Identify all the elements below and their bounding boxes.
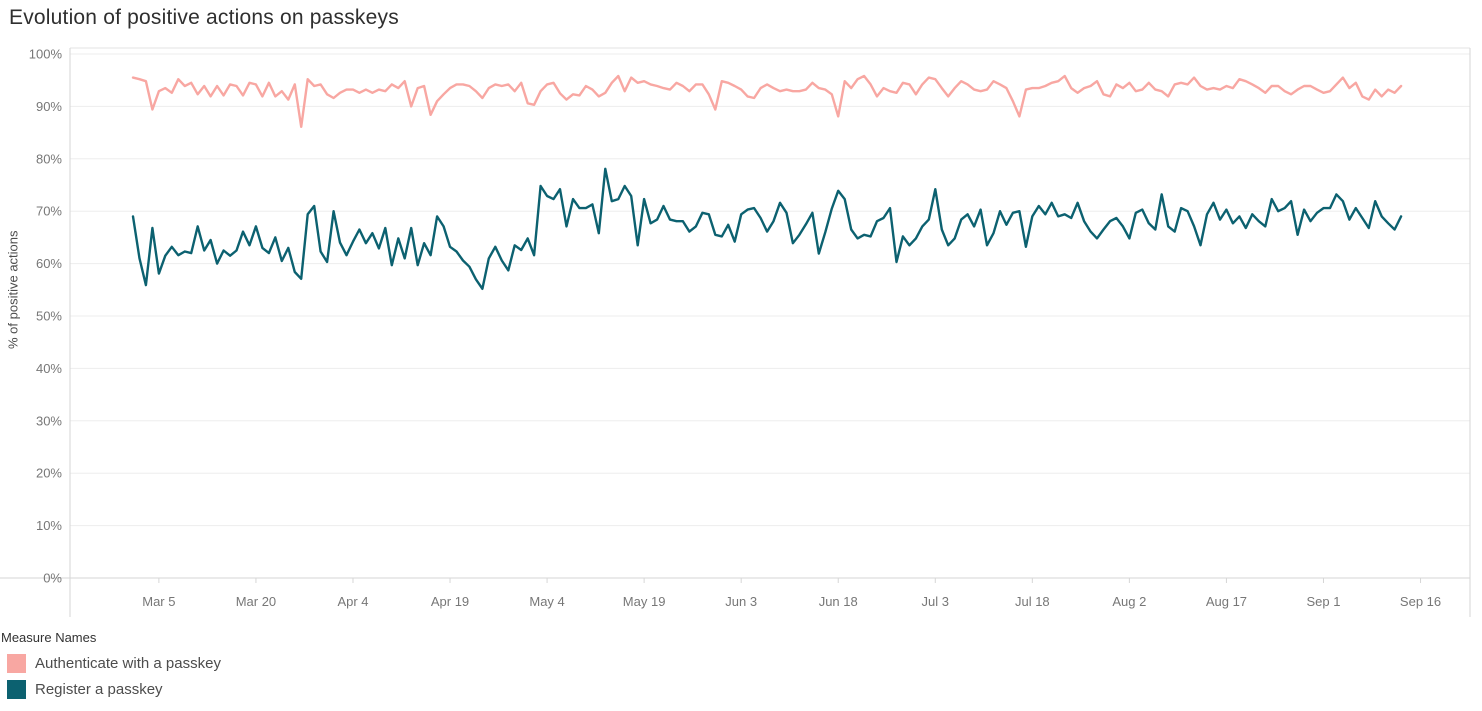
x-tick-label: Jul 3: [922, 594, 949, 609]
y-tick-label: 90%: [36, 99, 62, 114]
register-line[interactable]: [131, 167, 1403, 290]
x-tick-label: Jun 3: [725, 594, 757, 609]
x-tick-label: Sep 16: [1400, 594, 1441, 609]
y-tick-label: 30%: [36, 413, 62, 428]
y-tick-label: 80%: [36, 151, 62, 166]
chart-title: Evolution of positive actions on passkey…: [9, 6, 399, 29]
authenticate-line[interactable]: [131, 74, 1403, 129]
x-tick-label: Sep 1: [1306, 594, 1340, 609]
x-tick-label: Jul 18: [1015, 594, 1050, 609]
x-tick-label: Apr 19: [431, 594, 469, 609]
register-swatch: [7, 680, 26, 699]
x-tick-label: Aug 2: [1112, 594, 1146, 609]
x-tick-label: Jun 18: [819, 594, 858, 609]
x-tick-label: May 4: [529, 594, 564, 609]
x-tick-label: Mar 20: [236, 594, 276, 609]
legend-item-register[interactable]: Register a passkey: [7, 680, 221, 699]
y-tick-label: 10%: [36, 518, 62, 533]
authenticate-swatch: [7, 654, 26, 673]
y-tick-label: 70%: [36, 204, 62, 219]
x-tick-label: Mar 5: [142, 594, 175, 609]
y-tick-label: 100%: [29, 47, 63, 62]
legend-item-label: Authenticate with a passkey: [35, 655, 221, 672]
y-tick-label: 60%: [36, 256, 62, 271]
x-tick-label: May 19: [623, 594, 666, 609]
y-axis-title: % of positive actions: [5, 230, 21, 350]
y-tick-label: 40%: [36, 361, 62, 376]
legend-item-label: Register a passkey: [35, 681, 163, 698]
x-tick-label: Apr 4: [337, 594, 368, 609]
y-tick-label: 20%: [36, 466, 62, 481]
legend: Measure Names Authenticate with a passke…: [0, 630, 221, 706]
legend-item-authenticate[interactable]: Authenticate with a passkey: [7, 654, 221, 673]
line-chart: 0% 10% 20% 30% 40% 50% 60% 70% 80% 90% 100% Mar 5 Ma…: [0, 47, 1471, 617]
x-tick-label: Aug 17: [1206, 594, 1247, 609]
y-tick-label: 0%: [43, 571, 62, 586]
y-tick-label: 50%: [36, 309, 62, 324]
legend-header: Measure Names: [1, 630, 97, 645]
